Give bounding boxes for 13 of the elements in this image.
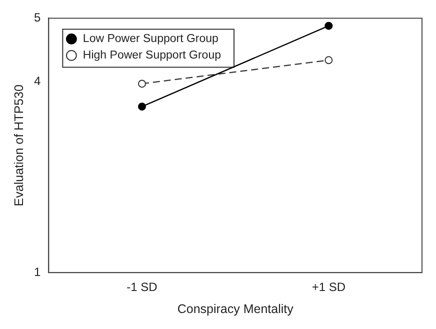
y-tick-label: 4: [34, 74, 41, 88]
y-axis-title: Evaluation of HTP530: [12, 84, 26, 206]
x-axis-title: Conspiracy Mentality: [177, 302, 294, 316]
point: [324, 56, 333, 64]
point: [138, 102, 146, 111]
legend-label: Low Power Support Group: [82, 33, 218, 46]
point: [324, 22, 333, 30]
legend-label: High Power Support Group: [82, 50, 221, 62]
x-tick-label: +1 SD: [312, 280, 346, 294]
y-tick-label: 5: [34, 10, 41, 25]
point: [138, 80, 146, 88]
x-tick-label: -1 SD: [126, 280, 158, 294]
y-tick-label: 1: [34, 264, 41, 279]
